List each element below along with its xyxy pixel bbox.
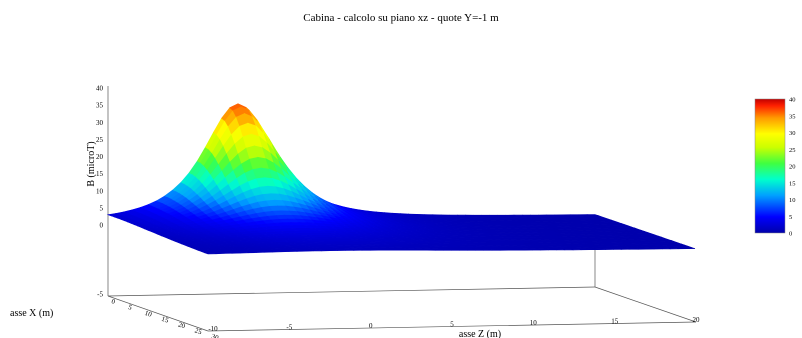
z-tick-label: 0 [369, 322, 373, 330]
x-tick-label: 10 [144, 309, 154, 319]
b-tick-label: 0 [100, 222, 104, 230]
b-tick-label: 40 [96, 85, 104, 93]
colorbar-tick-label: 35 [789, 113, 796, 120]
b-tick-label: -5 [97, 291, 103, 299]
colorbar-tick-label: 0 [789, 231, 792, 238]
b-tick-label: 20 [96, 153, 104, 161]
z-axis-label: asse Z (m) [459, 329, 501, 338]
colorbar-tick-label: 25 [789, 147, 796, 154]
b-tick-label: 5 [100, 204, 104, 212]
x-tick-label: 20 [177, 321, 187, 331]
b-axis-ticks: -5 0 5 10 15 20 25 30 35 40 [96, 85, 104, 299]
colorbar-ticks: 0 5 10 15 20 25 30 35 40 [789, 97, 796, 238]
x-tick-label: 0 [110, 297, 116, 306]
chart-title: Cabina - calcolo su piano xz - quote Y=-… [303, 12, 499, 24]
z-tick-label: -5 [286, 324, 292, 332]
colorbar-tick-label: 40 [789, 97, 796, 104]
axis-line [594, 286, 697, 323]
x-tick-label: 5 [127, 303, 133, 312]
colorbar-tick-label: 15 [789, 180, 796, 187]
colorbar-tick-label: 5 [789, 214, 792, 221]
colorbar [754, 98, 786, 234]
axis-line [107, 295, 209, 332]
axis-line [207, 321, 697, 332]
colorbar-tick-label: 30 [789, 130, 796, 137]
x-tick-label: 15 [160, 315, 170, 325]
z-tick-label: 5 [450, 321, 454, 329]
colorbar-tick-label: 20 [789, 164, 796, 171]
surface-cell [399, 248, 412, 251]
colorbar-tick-label: 10 [789, 197, 796, 204]
x-tick-label: 25 [194, 326, 204, 336]
axis-line [107, 286, 596, 297]
b-axis-label: B (microT) [86, 141, 97, 186]
surface [106, 103, 696, 255]
b-tick-label: 15 [96, 170, 104, 178]
x-tick-label: 30 [210, 332, 220, 338]
b-tick-label: 35 [96, 102, 104, 110]
b-tick-label: 10 [96, 187, 104, 195]
z-axis-ticks: -10 -5 0 5 10 15 20 [208, 316, 700, 333]
z-tick-label: 15 [611, 318, 619, 326]
x-axis-label: asse X (m) [10, 308, 53, 319]
z-tick-label: -10 [208, 325, 218, 333]
z-tick-label: 20 [693, 316, 701, 324]
b-tick-label: 25 [96, 136, 104, 144]
b-tick-label: 30 [96, 119, 104, 127]
x-axis-ticks: 0 5 10 15 20 25 30 [110, 297, 220, 338]
z-tick-label: 10 [530, 319, 538, 327]
